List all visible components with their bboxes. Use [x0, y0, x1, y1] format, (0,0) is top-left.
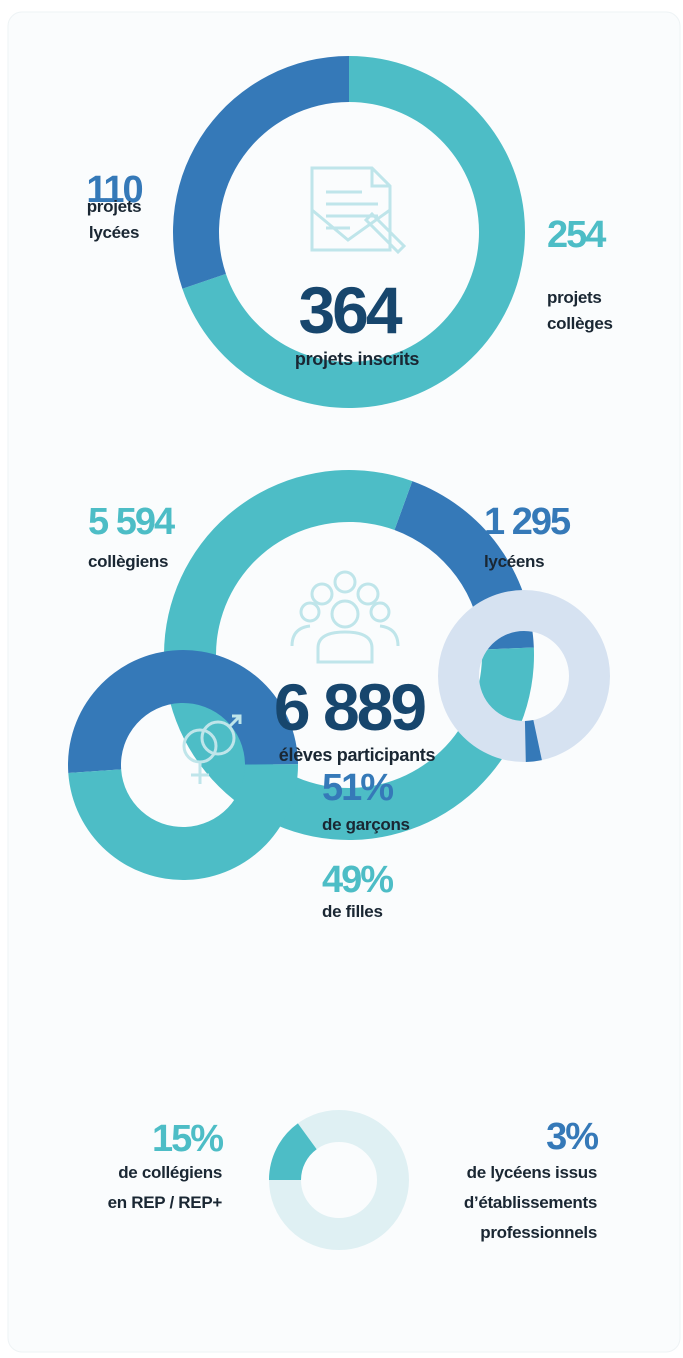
- value-label: 3%: [546, 1116, 599, 1158]
- category-label: de collégiens en REP / REP+: [107, 1163, 223, 1212]
- donut-segment: [269, 1123, 317, 1180]
- value-label: 49%: [322, 859, 394, 901]
- category-label: de lycéens issus d’établissements profes…: [463, 1163, 597, 1242]
- total-caption: projets inscrits: [294, 349, 420, 369]
- donut-segment: [524, 720, 542, 762]
- total-caption: élèves participants: [278, 745, 436, 765]
- people-icon: [290, 570, 400, 664]
- value-label: 110: [86, 169, 143, 211]
- category-label: de garçons: [322, 815, 410, 834]
- category-label: projets collèges: [547, 288, 613, 333]
- category-label: de filles: [322, 902, 383, 921]
- donut-track: [438, 590, 610, 762]
- total-value: 6 889: [273, 670, 427, 744]
- marks: [67, 56, 610, 1250]
- value-label: 51%: [322, 767, 394, 809]
- value-label: 15%: [151, 1118, 224, 1160]
- value-label: 1 295: [484, 501, 571, 543]
- value-label: 5 594: [88, 501, 175, 543]
- donut-segment: [172, 56, 349, 289]
- donut-segment: [67, 649, 298, 774]
- card: [7, 11, 681, 1353]
- category-label: collègiens: [88, 552, 169, 571]
- gender-icon: [182, 714, 242, 784]
- donut-segment: [68, 764, 298, 880]
- total-value: 364: [298, 273, 402, 347]
- value-label: 254: [547, 214, 606, 256]
- category-label: projets lycées: [86, 197, 142, 242]
- category-label: lycéens: [484, 552, 545, 571]
- document-icon: [310, 166, 407, 255]
